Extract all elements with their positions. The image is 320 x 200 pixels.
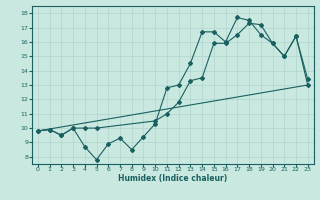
X-axis label: Humidex (Indice chaleur): Humidex (Indice chaleur) — [118, 174, 228, 183]
